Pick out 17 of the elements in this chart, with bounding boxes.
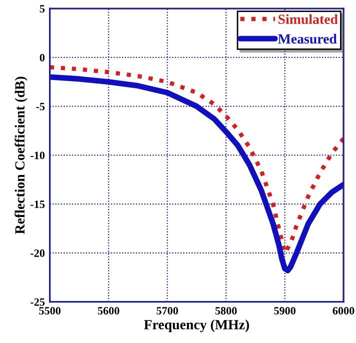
x-tick-label: 6000 — [332, 307, 354, 315]
x-tick-label: 5800 — [215, 307, 237, 315]
legend-label: Simulated — [278, 14, 338, 24]
y-tick-label: 0 — [40, 54, 45, 62]
y-tick-label: -5 — [36, 102, 45, 110]
y-axis-title: Reflection Coefficient (dB) — [14, 76, 28, 234]
x-tick-label: 5500 — [39, 307, 61, 315]
x-tick-label: 5700 — [156, 307, 178, 315]
y-tick-label: -15 — [30, 200, 45, 208]
y-tick-label: -20 — [30, 249, 45, 257]
y-tick-label: 5 — [40, 5, 45, 13]
y-tick-label: -25 — [30, 298, 45, 306]
x-tick-label: 5600 — [98, 307, 120, 315]
y-tick-label: -10 — [30, 152, 45, 160]
x-tick-label: 5900 — [274, 307, 296, 315]
x-axis-title: Frequency (MHz) — [144, 320, 249, 332]
legend-label: Measured — [278, 34, 337, 44]
